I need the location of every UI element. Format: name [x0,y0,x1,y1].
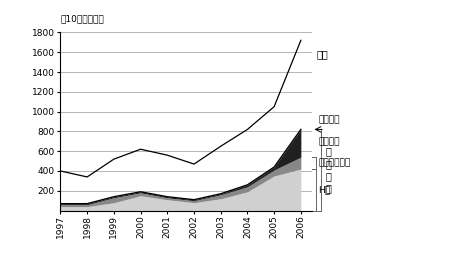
Text: その他の: その他の [319,115,340,124]
Text: 中国企業: 中国企業 [319,137,340,147]
Text: 中
国
企
業: 中 国 企 業 [326,146,332,194]
Text: レッドチップ: レッドチップ [319,158,351,168]
Text: （10億米ドル）: （10億米ドル） [60,15,104,23]
Text: 全体: 全体 [316,49,328,59]
Text: H株: H株 [319,185,331,194]
